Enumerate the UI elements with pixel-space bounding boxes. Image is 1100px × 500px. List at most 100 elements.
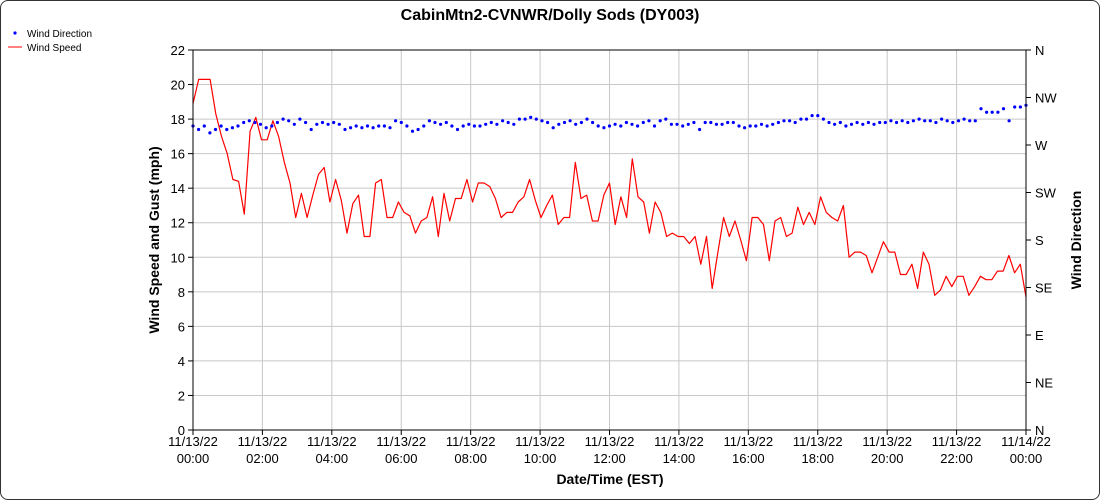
y2-tick-label: SW [1035,186,1057,201]
wind-direction-point [1007,119,1011,123]
wind-direction-point [410,129,415,133]
wind-direction-point [197,127,201,132]
x-tick-label-date: 11/13/22 [932,434,982,449]
wind-direction-point [917,117,921,121]
wind-direction-point [365,124,370,128]
y-tick-label: 18 [171,112,185,127]
wind-direction-point [242,120,246,125]
y-tick-label: 16 [171,147,185,162]
wind-direction-point [855,120,859,125]
wind-direction-point [455,127,460,132]
wind-direction-point [799,117,803,121]
wind-direction-point [861,122,865,126]
wind-direction-point [320,120,325,125]
wind-direction-point [602,126,606,130]
wind-direction-point [996,110,1000,114]
wind-direction-point [382,124,386,128]
wind-direction-point [743,126,747,130]
wind-direction-point [399,120,403,125]
wind-direction-point [889,119,893,123]
wind-direction-point [405,124,409,128]
wind-direction-point [951,120,955,125]
y-tick-label: 10 [171,250,185,265]
y-axis-left: 0 2 4 6 8 10 12 14 16 18 20 22 [171,43,193,438]
wind-direction-point [630,122,634,126]
legend: Wind Direction Wind Speed [8,29,92,54]
wind-speed-line [192,78,1027,298]
wind-direction-point [371,126,375,130]
legend-label-wind-direction: Wind Direction [27,29,92,40]
x-tick-label-date: 11/13/22 [654,434,704,449]
x-tick-label-time: 04:00 [316,451,349,466]
wind-direction-point [771,122,775,126]
wind-direction-point [782,119,786,123]
wind-direction-point [343,127,347,132]
y-tick-label: 14 [171,181,185,196]
x-tick-label-date: 11/13/22 [307,434,357,449]
x-tick-label-date: 11/13/22 [862,434,912,449]
wind-direction-point [579,120,584,125]
wind-direction-point [664,117,668,121]
wind-direction-point [377,124,381,128]
wind-direction-point [501,119,505,123]
wind-direction-point [748,124,752,128]
wind-direction-point [450,124,454,128]
wind-direction-point [833,122,837,126]
wind-direction-point [529,115,533,119]
wind-direction-point [427,119,431,123]
y-tick-label: 0 [178,423,185,438]
x-tick-label-date: 11/13/22 [585,434,635,449]
x-axis: 11/13/22 00:00 11/13/22 02:00 11/13/22 04:00 1… [168,430,1051,466]
x-tick-label-time: 12:00 [593,451,626,466]
wind-direction-point [923,119,927,123]
wind-direction-point [523,117,527,121]
y-axis-right: N NE E SE S SW W NW N [1026,43,1057,438]
wind-direction-point [298,117,302,121]
x-tick-label-time: 20:00 [871,451,904,466]
wind-direction-point [478,124,482,128]
wind-direction-point [878,120,882,125]
wind-direction-point [315,122,319,126]
wind-direction-point [517,117,522,121]
series-wind-speed [192,78,1027,298]
wind-direction-point [737,124,741,128]
x-tick-label-time: 00:00 [1010,451,1043,466]
wind-direction-point [1001,107,1006,111]
wind-direction-point [208,131,212,135]
wind-direction-point [911,119,916,123]
x-tick-label-date: 11/13/22 [238,434,288,449]
y-tick-label: 12 [171,216,185,231]
wind-direction-point [956,119,961,123]
wind-direction-point [844,124,848,128]
wind-direction-point [585,117,589,121]
y-tick-label: 2 [178,388,185,403]
wind-direction-point [990,110,994,114]
wind-direction-point [636,124,640,128]
x-tick-label-time: 00:00 [177,451,210,466]
wind-direction-point [444,120,448,125]
wind-direction-point [253,120,257,125]
x-tick-label-time: 10:00 [524,451,557,466]
wind-direction-point [759,122,764,126]
y2-tick-label: S [1035,233,1044,248]
wind-direction-point [557,122,561,126]
wind-direction-point [349,126,353,130]
wind-direction-point [816,114,820,118]
wind-direction-point [230,126,234,130]
plot-border [192,49,1027,431]
wind-direction-point [394,119,398,123]
wind-direction-point [619,124,623,128]
y2-tick-label: E [1035,328,1044,343]
wind-direction-point [698,127,702,132]
y-tick-label: 20 [171,78,185,93]
wind-direction-point [804,117,809,121]
wind-direction-point [731,120,735,125]
wind-direction-point [720,122,724,126]
wind-direction-point [1013,105,1017,109]
wind-direction-point [309,127,313,132]
wind-direction-point [652,124,657,128]
wind-direction-point [506,120,510,125]
x-tick-label-time: 08:00 [454,451,487,466]
y2-tick-label: NW [1035,91,1057,106]
